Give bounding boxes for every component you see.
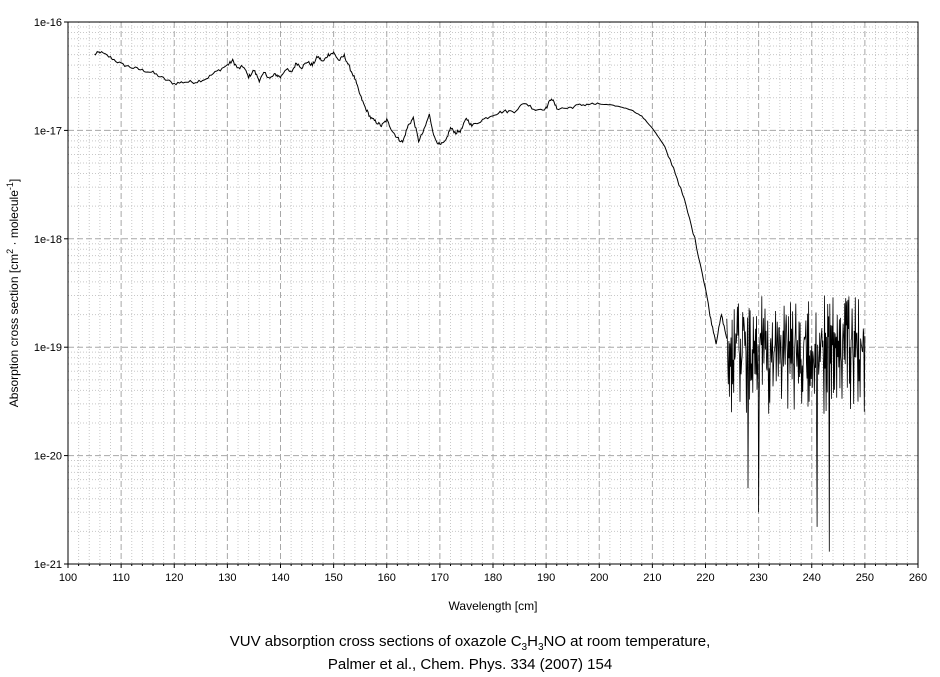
y-tick-label: 1e-20	[34, 451, 62, 463]
x-tick-label: 160	[378, 572, 396, 584]
x-tick-label: 140	[271, 572, 289, 584]
x-tick-label: 220	[696, 572, 714, 584]
x-tick-label: 240	[803, 572, 821, 584]
y-tick-label: 1e-19	[34, 342, 62, 354]
y-tick-label: 1e-16	[34, 17, 62, 29]
y-tick-label: 1e-17	[34, 125, 62, 137]
x-tick-label: 260	[909, 572, 927, 584]
y-tick-label: 1e-18	[34, 234, 62, 246]
x-tick-label: 100	[59, 572, 77, 584]
x-tick-label: 120	[165, 572, 183, 584]
series-2-line	[726, 295, 866, 552]
x-tick-label: 110	[112, 572, 130, 584]
plot-frame	[67, 21, 919, 565]
x-tick-label: 130	[218, 572, 236, 584]
x-tick-label: 210	[643, 572, 661, 584]
x-tick-label: 180	[484, 572, 502, 584]
x-tick-label: 170	[431, 572, 449, 584]
chart-caption-line-2: Palmer et al., Chem. Phys. 334 (2007) 15…	[327, 656, 613, 673]
series-lines	[94, 50, 866, 552]
x-tick-label: 250	[856, 572, 874, 584]
x-axis: 100 110 120 130 140 150 160 170 180 190 200 210 220 2…	[59, 564, 927, 584]
series-1-line	[94, 50, 728, 345]
x-tick-label: 230	[749, 572, 767, 584]
y-axis-title: Absorption cross section [cm2 · molecule…	[5, 179, 21, 407]
x-tick-label: 150	[324, 572, 342, 584]
x-tick-label: 190	[537, 572, 555, 584]
y-axis: 1e-16 1e-17 1e-18 1e-19 1e-20 1e-21	[34, 17, 68, 571]
chart-caption-line-1: VUV absorption cross sections of oxazole…	[229, 633, 711, 653]
x-axis-title: Wavelength [cm]	[449, 599, 538, 613]
y-tick-label: 1e-21	[34, 559, 62, 571]
x-tick-label: 200	[590, 572, 608, 584]
chart-grid	[67, 21, 919, 565]
